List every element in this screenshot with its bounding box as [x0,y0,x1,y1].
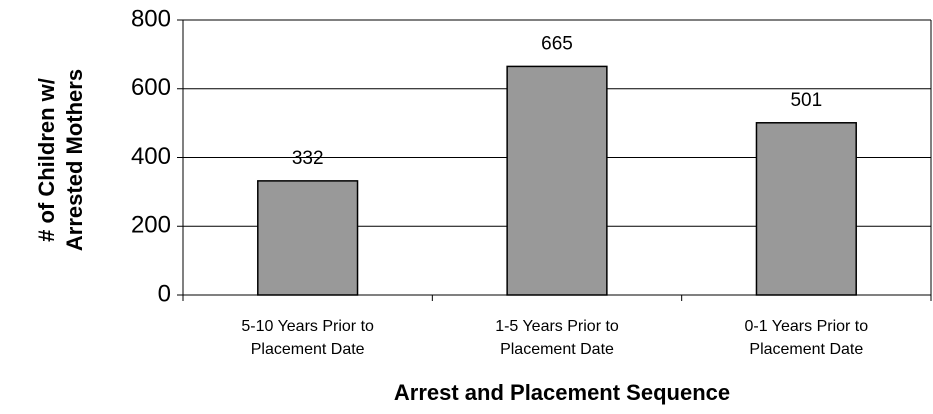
bar [506,65,608,296]
y-tick-label: 400 [131,143,171,170]
x-axis-title: Arrest and Placement Sequence [394,380,730,405]
x-tick-label: 1-5 Years Prior to [495,318,619,335]
bar [755,122,857,296]
value-label: 332 [292,148,324,169]
x-tick-label: Placement Date [749,341,863,358]
value-label: 665 [541,33,573,54]
y-axis-title: Arrested Mothers [62,69,87,251]
x-tick-label: 0-1 Years Prior to [745,318,869,335]
y-tick-label: 200 [131,212,171,239]
x-tick-label: Placement Date [500,341,614,358]
y-axis-title: # of Children w/ [34,78,59,242]
x-tick-label: Placement Date [251,341,365,358]
x-tick-label: 5-10 Years Prior to [241,318,374,335]
bar [257,180,359,296]
y-tick-label: 0 [158,280,171,307]
y-tick-label: 800 [131,5,171,32]
value-label: 501 [790,90,822,111]
y-tick-label: 600 [131,74,171,101]
